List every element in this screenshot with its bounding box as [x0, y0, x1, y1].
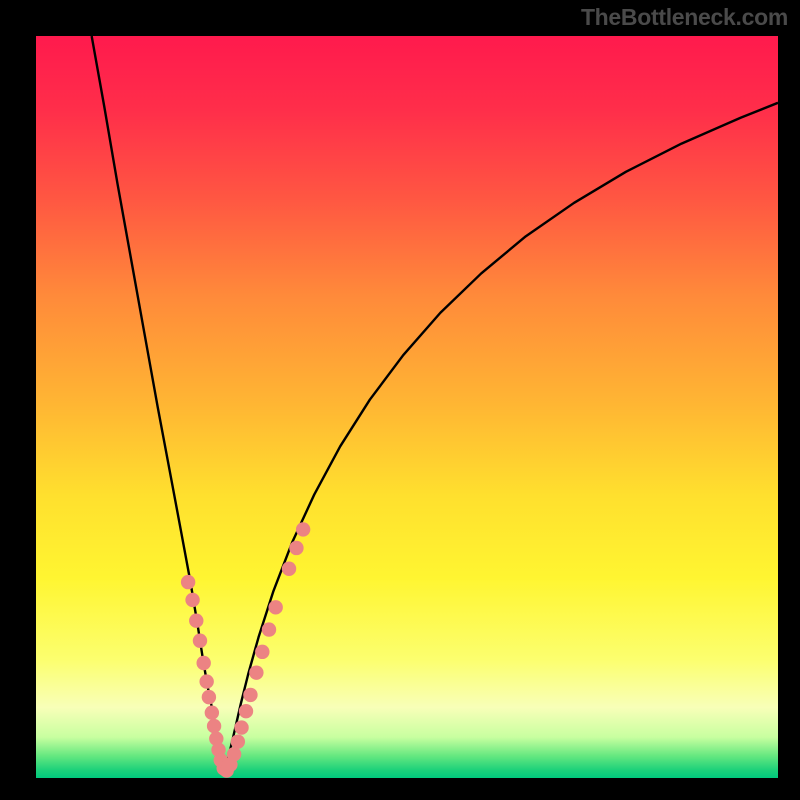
data-point	[255, 645, 269, 659]
data-point	[202, 690, 216, 704]
data-point	[249, 665, 263, 679]
watermark-text: TheBottleneck.com	[581, 4, 788, 31]
data-point	[189, 614, 203, 628]
plot-area	[36, 36, 778, 778]
data-point	[199, 674, 213, 688]
data-point	[243, 688, 257, 702]
data-point	[289, 541, 303, 555]
data-point	[262, 622, 276, 636]
data-point	[185, 593, 199, 607]
data-point	[196, 656, 210, 670]
data-point	[227, 747, 241, 761]
data-point	[205, 706, 219, 720]
data-point	[181, 575, 195, 589]
data-point	[207, 719, 221, 733]
chart-container: TheBottleneck.com	[0, 0, 800, 800]
data-point	[239, 704, 253, 718]
data-point	[268, 600, 282, 614]
data-point	[282, 562, 296, 576]
curve-svg	[36, 36, 778, 778]
data-point	[296, 522, 310, 536]
data-point	[193, 634, 207, 648]
gradient-background	[36, 36, 778, 778]
data-point	[231, 734, 245, 748]
data-point	[234, 720, 248, 734]
